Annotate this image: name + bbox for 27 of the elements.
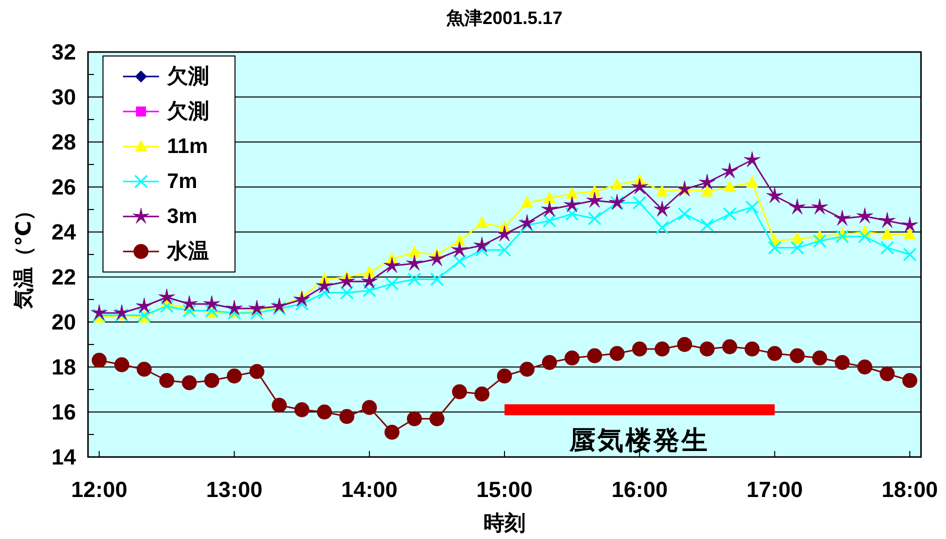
y-axis-title: 気温（℃）: [12, 200, 36, 310]
y-tick-label: 24: [52, 220, 77, 244]
x-tick-label: 15:00: [476, 477, 533, 502]
y-tick-label: 26: [52, 174, 76, 200]
y-tick-label: 32: [52, 40, 76, 64]
y-tick-label: 14: [52, 444, 77, 470]
legend-label: 7m: [167, 170, 198, 193]
x-tick-label: 13:00: [206, 477, 262, 502]
x-tick-label: 18:00: [882, 477, 938, 502]
annotation: 蜃気楼発生: [568, 424, 710, 455]
legend-label: 11m: [167, 135, 208, 158]
chart-title: 魚津2001.5.17: [445, 8, 563, 28]
legend-label: 欠測: [166, 100, 209, 123]
legend-label: 欠測: [166, 65, 209, 88]
x-tick-label: 16:00: [611, 477, 668, 502]
x-axis-title: 時刻: [484, 511, 526, 535]
x-tick-label: 12:00: [71, 477, 128, 502]
y-tick-label: 16: [52, 400, 76, 424]
y-tick-label: 22: [52, 264, 76, 290]
legend-label: 水温: [166, 240, 209, 263]
y-tick-label: 18: [52, 354, 76, 380]
x-tick-label: 17:00: [746, 477, 803, 502]
y-tick-label: 30: [52, 84, 76, 110]
y-tick-label: 20: [52, 310, 76, 334]
x-tick-label: 14:00: [341, 477, 398, 502]
y-tick-label: 28: [52, 130, 76, 154]
legend-label: 3m: [167, 205, 198, 228]
